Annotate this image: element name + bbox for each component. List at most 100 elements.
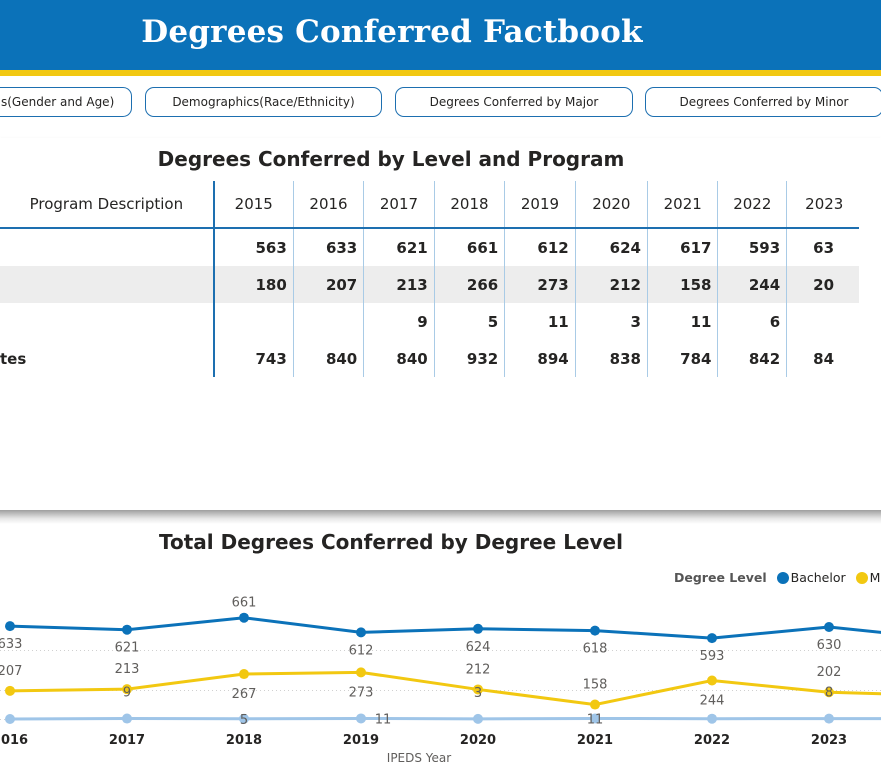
data-label-master: 207 — [0, 664, 22, 679]
table-cell: 11 — [646, 303, 718, 340]
nav-button-demographics-race[interactable]: Demographics(Race/Ethnicity) — [145, 87, 382, 117]
table-row[interactable]: 9 5 11 3 11 6 — [0, 303, 859, 340]
chart-legend: Degree Level Bachelor Mas — [674, 570, 881, 585]
data-label-bachelor: 624 — [466, 640, 491, 655]
data-label-other: 9 — [123, 686, 131, 701]
nav-button-degrees-by-minor[interactable]: Degrees Conferred by Minor — [645, 87, 881, 117]
table-cell: 212 — [574, 266, 648, 303]
chart-title: Total Degrees Conferred by Degree Level — [159, 530, 623, 554]
data-label-bachelor: 621 — [115, 641, 140, 656]
data-point-master[interactable] — [122, 684, 132, 695]
table-cell: 180 — [212, 266, 294, 303]
data-label-other: 3 — [474, 686, 482, 701]
column-header-year[interactable]: 2023 — [786, 181, 859, 229]
data-point-master[interactable] — [356, 667, 366, 678]
data-label-master: 244 — [700, 693, 725, 708]
data-label-master: 158 — [583, 678, 608, 693]
x-axis-title: IPEDS Year — [387, 751, 452, 765]
table-cell: 563 — [212, 228, 294, 266]
degrees-matrix-table: Program Description 2015 2016 2017 2018 … — [0, 181, 859, 377]
data-point-other[interactable] — [590, 713, 600, 724]
data-point-other[interactable] — [707, 713, 717, 724]
data-point-bachelor[interactable] — [824, 622, 834, 632]
legend-bachelor-dot-icon — [776, 572, 789, 584]
data-point-master[interactable] — [5, 685, 15, 696]
table-cell: 612 — [504, 228, 576, 266]
nav-button-demographics-gender-age[interactable]: s(Gender and Age) — [0, 87, 132, 117]
column-header-year[interactable]: 2020 — [574, 181, 648, 229]
column-header-program[interactable]: Program Description — [0, 181, 214, 229]
data-point-other[interactable] — [356, 713, 366, 724]
data-point-other[interactable] — [5, 714, 15, 724]
data-point-other[interactable] — [824, 713, 834, 724]
data-point-bachelor[interactable] — [356, 627, 366, 638]
data-point-bachelor[interactable] — [122, 624, 132, 635]
data-label-other: 11 — [587, 712, 604, 727]
column-header-year[interactable]: 2022 — [717, 181, 787, 229]
series-line-other — [9, 716, 881, 721]
table-cell: 3 — [574, 303, 648, 340]
x-tick-label: 2022 — [694, 733, 730, 748]
table-cell: 840 — [292, 340, 364, 377]
row-label-total: tes — [0, 349, 27, 368]
legend-title: Degree Level — [674, 570, 767, 585]
table-header-row: Program Description 2015 2016 2017 2018 … — [0, 181, 859, 229]
table-cell: 743 — [212, 340, 294, 377]
header-bar: Degrees Conferred Factbook — [0, 0, 881, 70]
column-header-year[interactable]: 2015 — [212, 181, 294, 229]
table-row[interactable]: 180 207 213 266 273 212 158 244 20 — [0, 266, 859, 303]
data-point-master[interactable] — [239, 669, 249, 680]
data-label-bachelor: 633 — [0, 637, 22, 652]
data-point-other[interactable] — [239, 713, 249, 724]
data-point-bachelor[interactable] — [5, 621, 15, 632]
data-point-master[interactable] — [473, 684, 483, 695]
data-label-master: 213 — [115, 662, 140, 677]
column-header-year[interactable]: 2017 — [363, 181, 435, 229]
table-cell: 84 — [786, 340, 859, 377]
table-cell — [292, 303, 364, 340]
data-label-bachelor: 593 — [700, 649, 725, 664]
x-tick-label: 2019 — [343, 733, 379, 748]
page-title: Degrees Conferred Factbook — [141, 14, 643, 50]
table-row-total[interactable]: tes 743 840 840 932 894 838 784 842 84 — [0, 340, 859, 377]
nav-button-degrees-by-major[interactable]: Degrees Conferred by Major — [395, 87, 633, 117]
column-header-year[interactable]: 2019 — [504, 181, 576, 229]
data-point-bachelor[interactable] — [590, 625, 600, 636]
data-point-other[interactable] — [473, 713, 483, 724]
data-point-master[interactable] — [590, 699, 600, 710]
table-cell: 621 — [363, 228, 435, 266]
table-cell: 840 — [363, 340, 435, 377]
table-cell: 784 — [646, 340, 718, 377]
table-cell: 624 — [574, 228, 648, 266]
x-tick-label: 2021 — [577, 733, 613, 748]
table-cell: 617 — [646, 228, 718, 266]
table-cell: 20 — [786, 266, 859, 303]
column-header-year[interactable]: 2016 — [292, 181, 364, 229]
data-point-other[interactable] — [122, 713, 132, 724]
data-point-bachelor[interactable] — [473, 623, 483, 634]
table-cell: 633 — [292, 228, 364, 266]
table-row[interactable]: 563 633 621 661 612 624 617 593 63 — [0, 228, 859, 266]
table-cell: 842 — [717, 340, 787, 377]
data-point-master[interactable] — [824, 687, 834, 698]
row-label — [0, 303, 214, 340]
table-cell: 244 — [717, 266, 787, 303]
x-tick-label: 2017 — [109, 733, 145, 748]
data-point-bachelor[interactable] — [707, 633, 717, 644]
legend-item-master[interactable]: Mas — [869, 570, 881, 585]
table-cell: 838 — [574, 340, 648, 377]
table-cell: 11 — [504, 303, 576, 340]
data-point-master[interactable] — [707, 675, 717, 686]
table-cell: 207 — [292, 266, 364, 303]
column-header-year[interactable]: 2021 — [646, 181, 718, 229]
legend-item-bachelor[interactable]: Bachelor — [790, 570, 846, 585]
table-cell: 213 — [363, 266, 435, 303]
data-label-master: 273 — [349, 685, 374, 700]
data-label-bachelor: 612 — [349, 643, 374, 658]
x-tick-label: 2016 — [0, 733, 28, 748]
data-label-other: 8 — [825, 686, 833, 701]
data-point-bachelor[interactable] — [239, 612, 249, 623]
table-cell — [212, 303, 294, 340]
column-header-year[interactable]: 2018 — [433, 181, 505, 229]
